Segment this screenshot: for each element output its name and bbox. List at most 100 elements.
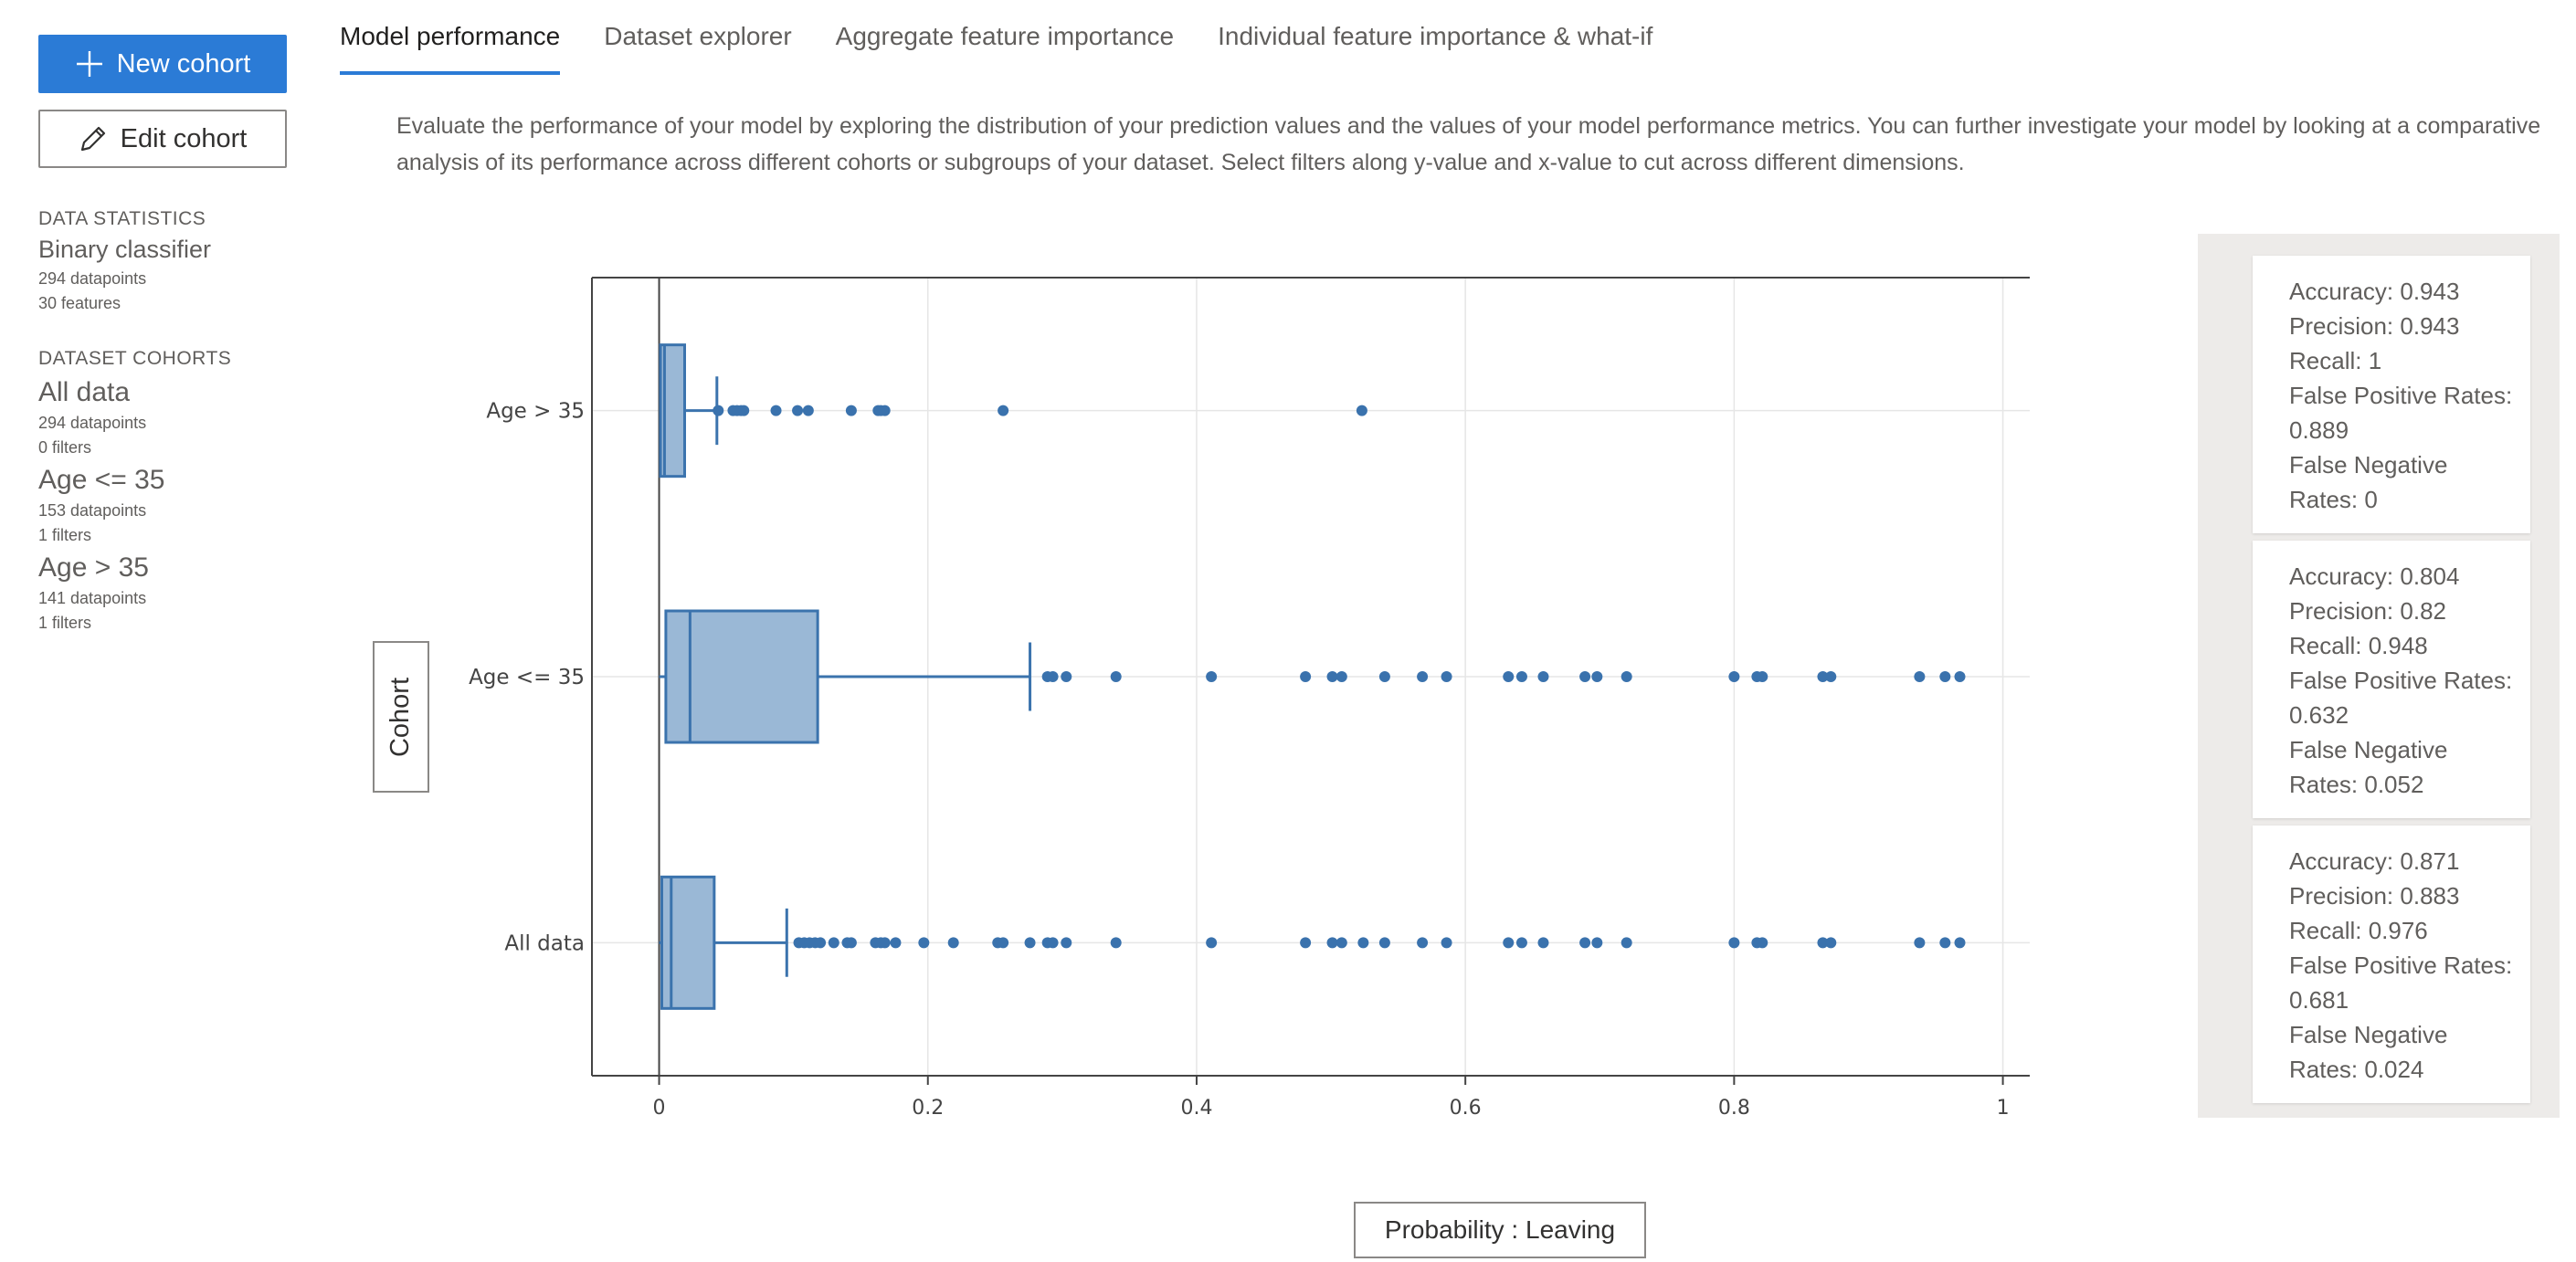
outlier-point <box>1728 671 1740 682</box>
outlier-point <box>1110 937 1122 949</box>
features-count: 30 features <box>38 294 121 312</box>
y-category-label: Age > 35 <box>486 400 585 424</box>
sidebar: New cohort Edit cohort DATA STATISTICS B… <box>38 35 294 633</box>
cohort-datapoints: 141 datapoints <box>38 589 147 607</box>
cohort-item-all-data[interactable]: All data 294 datapoints 0 filters <box>38 377 294 457</box>
outlier-point <box>1954 671 1966 682</box>
outlier-point <box>879 405 891 416</box>
outlier-point <box>802 405 814 416</box>
cohort-item-age-le-35[interactable]: Age <= 35 153 datapoints 1 filters <box>38 465 294 545</box>
x-tick-label: 0 <box>653 1097 666 1120</box>
accuracy-metric: Accuracy: 0.871 <box>2289 847 2460 875</box>
new-cohort-button[interactable]: New cohort <box>38 35 287 93</box>
outlier-point <box>845 937 857 949</box>
outlier-point <box>1417 937 1429 949</box>
outlier-point <box>828 937 839 949</box>
metrics-card-age-le-35: Accuracy: 0.804 Precision: 0.82 Recall: … <box>2253 541 2530 818</box>
x-axis-selector-button[interactable]: Probability : Leaving <box>1354 1202 1646 1258</box>
outlier-point <box>792 405 804 416</box>
fpr-label: False Positive Rates: <box>2289 952 2513 979</box>
outlier-point <box>1336 937 1347 949</box>
y-axis-selector-button[interactable]: Cohort <box>373 641 429 793</box>
outlier-point <box>998 405 1009 416</box>
outlier-point <box>1206 671 1218 682</box>
outlier-point <box>1441 937 1452 949</box>
fpr-value: 0.681 <box>2289 986 2349 1014</box>
cohort-filters: 1 filters <box>38 614 92 632</box>
outlier-point <box>998 937 1009 949</box>
y-category-label: All data <box>504 931 585 955</box>
edit-cohort-button[interactable]: Edit cohort <box>38 110 287 168</box>
y-axis-selector-label: Cohort <box>385 677 416 757</box>
outlier-point <box>1515 937 1527 949</box>
cohort-item-age-gt-35[interactable]: Age > 35 141 datapoints 1 filters <box>38 552 294 633</box>
box-plot-chart: 0 0.2 0.4 0.6 0.8 1 Age > 35 Age <= 35 All data <box>469 277 2030 1120</box>
outlier-point <box>890 937 902 949</box>
outlier-point <box>918 937 930 949</box>
data-statistics-label: DATA STATISTICS <box>38 208 206 229</box>
outlier-point <box>1825 671 1837 682</box>
outlier-point <box>1503 937 1515 949</box>
fpr-value: 0.632 <box>2289 701 2349 729</box>
outlier-point <box>1914 937 1926 949</box>
cohort-name: Age > 35 <box>38 552 149 583</box>
page-description: Evaluate the performance of your model b… <box>396 113 2541 175</box>
fnr-value: Rates: 0.052 <box>2289 771 2424 798</box>
outlier-point <box>1047 671 1059 682</box>
accuracy-metric: Accuracy: 0.943 <box>2289 278 2460 305</box>
outlier-point <box>1757 937 1768 949</box>
tab-model-performance[interactable]: Model performance <box>340 22 561 75</box>
outlier-point <box>1817 671 1829 682</box>
cohort-filters: 0 filters <box>38 438 92 457</box>
outlier-point <box>1591 937 1603 949</box>
dataset-cohorts-label: DATASET COHORTS <box>38 348 232 369</box>
outlier-point <box>1515 671 1527 682</box>
recall-metric: Recall: 0.948 <box>2289 632 2428 659</box>
outlier-point <box>845 405 857 416</box>
outlier-point <box>770 405 782 416</box>
y-category-label: Age <= 35 <box>469 666 585 689</box>
outlier-point <box>1537 937 1549 949</box>
fnr-label: False Negative <box>2289 451 2448 479</box>
outlier-point <box>1024 937 1036 949</box>
outlier-point <box>1357 937 1369 949</box>
outlier-point <box>713 405 724 416</box>
outlier-point <box>815 937 827 949</box>
metrics-card-age-gt-35: Accuracy: 0.943 Precision: 0.943 Recall:… <box>2253 256 2530 533</box>
x-axis-selector-label: Probability : Leaving <box>1384 1215 1616 1244</box>
pencil-icon <box>79 124 108 153</box>
recall-metric: Recall: 0.976 <box>2289 917 2428 944</box>
outlier-point <box>1939 671 1951 682</box>
outlier-point <box>1537 671 1549 682</box>
outlier-point <box>1757 671 1768 682</box>
x-tick-label: 0.8 <box>1718 1097 1750 1120</box>
outlier-point <box>1441 671 1452 682</box>
outlier-point <box>1579 671 1591 682</box>
datapoints-count: 294 datapoints <box>38 269 147 288</box>
cohort-filters: 1 filters <box>38 526 92 544</box>
outlier-point <box>1300 937 1312 949</box>
outlier-point <box>1728 937 1740 949</box>
tab-individual-feature-importance[interactable]: Individual feature importance & what-if <box>1218 22 1653 50</box>
outlier-point <box>1061 671 1072 682</box>
tab-bar: Model performance Dataset explorer Aggre… <box>340 22 1652 75</box>
fnr-value: Rates: 0 <box>2289 486 2378 513</box>
cohort-name: Age <= 35 <box>38 465 165 495</box>
tab-dataset-explorer[interactable]: Dataset explorer <box>604 22 792 50</box>
outlier-point <box>1326 671 1338 682</box>
precision-metric: Precision: 0.883 <box>2289 882 2460 910</box>
tab-aggregate-feature-importance[interactable]: Aggregate feature importance <box>835 22 1175 50</box>
accuracy-metric: Accuracy: 0.804 <box>2289 563 2460 590</box>
fpr-label: False Positive Rates: <box>2289 667 2513 694</box>
outlier-point <box>1300 671 1312 682</box>
outlier-point <box>1591 671 1603 682</box>
x-tick-label: 0.2 <box>912 1097 944 1120</box>
outlier-point <box>1378 937 1390 949</box>
cohort-datapoints: 153 datapoints <box>38 501 147 520</box>
outlier-point <box>1047 937 1059 949</box>
edit-cohort-label: Edit cohort <box>120 123 248 153</box>
plus-icon <box>75 49 104 79</box>
outlier-point <box>1914 671 1926 682</box>
outlier-point <box>1417 671 1429 682</box>
fnr-label: False Negative <box>2289 1021 2448 1048</box>
